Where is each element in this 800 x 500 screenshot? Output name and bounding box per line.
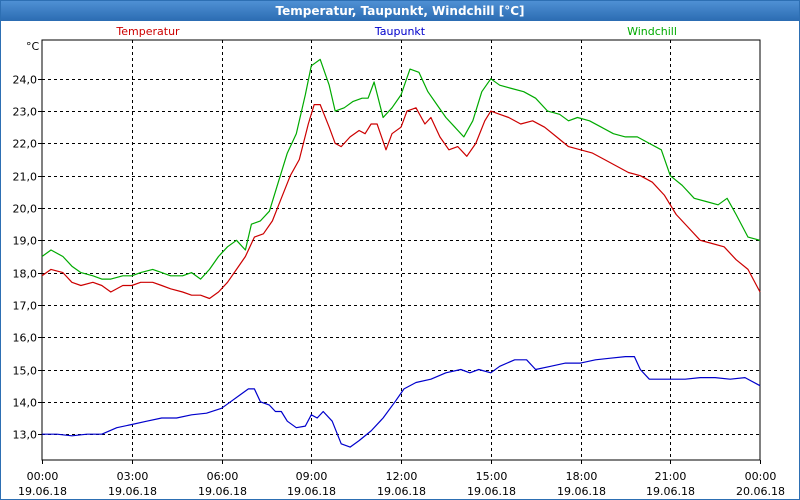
legend-entry-taupunkt: Taupunkt <box>374 25 426 38</box>
x-tick-label-time: 21:00 <box>655 470 687 483</box>
y-tick-label: 21,0 <box>13 171 38 184</box>
chart-title: Temperatur, Taupunkt, Windchill [°C] <box>1 1 799 21</box>
x-tick-label-time: 12:00 <box>386 470 418 483</box>
x-tick-label-date: 20.06.18 <box>736 485 785 498</box>
y-tick-label: 24,0 <box>13 74 38 87</box>
x-tick-label-date: 19.06.18 <box>198 485 247 498</box>
x-tick-label-time: 18:00 <box>566 470 598 483</box>
grid <box>42 40 760 460</box>
series-line-windchill <box>41 58 761 280</box>
x-tick-label-date: 19.06.18 <box>18 485 67 498</box>
axes: 13,0 14,0 15,0 16,0 17,0 18,0 19,0 20,0 21,0 22,0… <box>13 39 785 498</box>
x-tick-label-date: 19.06.18 <box>377 485 426 498</box>
x-tick-label-date: 19.06.18 <box>287 485 336 498</box>
series-line-taupunkt <box>42 356 761 448</box>
y-tick-label: 13,0 <box>13 429 38 442</box>
y-tick-label: 22,0 <box>13 138 38 151</box>
y-tick-label: 14,0 <box>13 397 38 410</box>
legend-entry-temperatur: Temperatur <box>115 25 180 38</box>
x-tick-label-time: 00:00 <box>745 470 777 483</box>
y-tick-label: 15,0 <box>13 365 38 378</box>
x-tick-label-time: 15:00 <box>476 470 508 483</box>
y-axis-label: °C <box>26 40 40 53</box>
x-tick-label-time: 03:00 <box>117 470 149 483</box>
legend: Temperatur Taupunkt Windchill <box>115 25 677 38</box>
x-tick-label-time: 06:00 <box>207 470 239 483</box>
series-line-temperatur <box>41 104 761 300</box>
x-tick-label-date: 19.06.18 <box>467 485 516 498</box>
x-tick-label-time: 00:00 <box>27 470 59 483</box>
y-tick-label: 20,0 <box>13 203 38 216</box>
x-tick-label-date: 19.06.18 <box>646 485 695 498</box>
series-group <box>41 58 761 448</box>
y-tick-label: 23,0 <box>13 106 38 119</box>
x-tick-label-date: 19.06.18 <box>108 485 157 498</box>
y-tick-label: 17,0 <box>13 300 38 313</box>
y-tick-label: 16,0 <box>13 332 38 345</box>
y-tick-label: 19,0 <box>13 235 38 248</box>
y-tick-label: 18,0 <box>13 268 38 281</box>
legend-entry-windchill: Windchill <box>627 25 677 38</box>
x-tick-label-date: 19.06.18 <box>557 485 606 498</box>
x-tick-label-time: 09:00 <box>296 470 328 483</box>
